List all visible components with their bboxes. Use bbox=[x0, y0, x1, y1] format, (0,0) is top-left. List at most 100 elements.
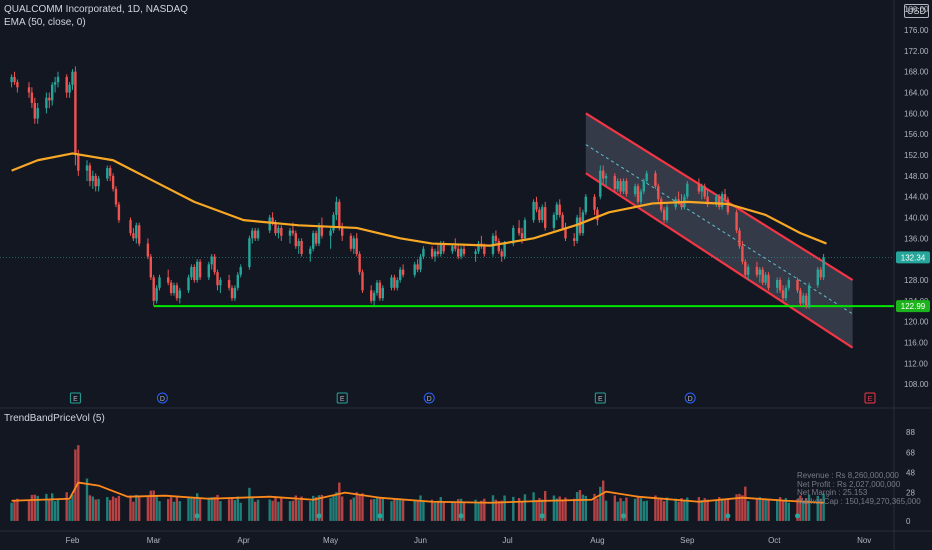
channel-mid-line bbox=[585, 144, 853, 315]
currency-badge[interactable]: USD bbox=[904, 4, 930, 18]
volume-bar bbox=[396, 498, 399, 521]
candle-body bbox=[462, 248, 466, 254]
indicator-legend[interactable]: TrendBandPriceVol (5) bbox=[4, 413, 105, 424]
candle-body bbox=[744, 261, 747, 275]
candle bbox=[288, 227, 292, 244]
volume-bar bbox=[300, 496, 303, 521]
candle bbox=[329, 227, 332, 249]
time-tick-label: May bbox=[323, 536, 338, 545]
candle bbox=[36, 102, 39, 124]
volume-tick-label: 48 bbox=[906, 468, 915, 477]
price-tick-label: 172.00 bbox=[904, 47, 929, 56]
candle-body bbox=[172, 285, 176, 294]
candle bbox=[796, 277, 799, 294]
candle-body bbox=[715, 196, 718, 205]
volume-bar bbox=[27, 500, 31, 521]
candle-body bbox=[654, 173, 657, 187]
candle-body bbox=[10, 76, 13, 83]
candle-body bbox=[584, 196, 587, 213]
ema-legend[interactable]: EMA (50, close, 0) bbox=[4, 17, 86, 28]
volume-bar bbox=[720, 498, 724, 521]
earnings-marker bbox=[864, 392, 876, 404]
candle-body bbox=[13, 76, 16, 83]
volume-bar bbox=[575, 492, 579, 521]
volume-bar bbox=[297, 500, 300, 521]
candle-body bbox=[575, 217, 579, 241]
support-price-label-bg bbox=[896, 300, 930, 313]
volume-bar bbox=[602, 480, 605, 521]
volume-bar bbox=[74, 449, 77, 521]
volume-bar bbox=[822, 493, 825, 521]
volume-bar bbox=[500, 500, 503, 521]
candle-body bbox=[599, 170, 602, 197]
volume-bar bbox=[483, 498, 486, 521]
event-marker: D bbox=[156, 392, 168, 404]
candle-body bbox=[422, 248, 425, 257]
fundamentals-panel: Revenue : Rs 8,260,000,000 Net Profit : … bbox=[797, 471, 921, 506]
candle-body bbox=[399, 269, 402, 281]
candle bbox=[27, 82, 31, 98]
volume-bar bbox=[738, 493, 741, 521]
candle bbox=[761, 266, 764, 286]
time-tick-label: Oct bbox=[768, 536, 781, 545]
candle-body bbox=[639, 191, 643, 202]
volume-bar bbox=[335, 492, 338, 521]
candle bbox=[210, 253, 213, 270]
candle bbox=[45, 92, 48, 114]
volume-bar bbox=[462, 501, 466, 521]
candle bbox=[172, 282, 176, 296]
candle bbox=[413, 261, 416, 278]
candle-body bbox=[633, 186, 637, 195]
candle-body bbox=[593, 196, 596, 210]
volume-bar bbox=[665, 497, 669, 521]
volume-tick-label: 88 bbox=[906, 428, 915, 437]
candle bbox=[805, 293, 808, 309]
candle bbox=[787, 277, 790, 291]
candle bbox=[196, 259, 199, 283]
time-tick-label: Jun bbox=[414, 536, 427, 545]
volume-bar bbox=[796, 499, 799, 521]
candle bbox=[219, 277, 222, 294]
candle-body bbox=[596, 209, 599, 221]
candle bbox=[720, 191, 724, 210]
price-tick-label: 176.00 bbox=[904, 26, 929, 35]
volume-bar bbox=[480, 500, 483, 521]
volume-bar bbox=[213, 496, 216, 521]
candle-body bbox=[738, 230, 741, 247]
candle bbox=[657, 183, 660, 202]
candle bbox=[642, 178, 645, 195]
candle-body bbox=[167, 277, 170, 283]
candle-body bbox=[219, 280, 222, 286]
volume-bar bbox=[36, 495, 39, 521]
candle bbox=[401, 264, 405, 278]
volume-bar bbox=[56, 499, 60, 521]
volume-bar bbox=[413, 501, 416, 521]
candle-body bbox=[680, 201, 683, 208]
candle bbox=[193, 264, 196, 283]
volume-bar bbox=[723, 499, 727, 521]
candle bbox=[358, 251, 361, 275]
volume-tick-label: 68 bbox=[906, 448, 915, 457]
volume-bar bbox=[700, 500, 703, 521]
price-tick-label: 164.00 bbox=[904, 89, 929, 98]
candle-body bbox=[523, 220, 527, 239]
candle bbox=[361, 269, 364, 294]
volume-bar bbox=[442, 501, 445, 521]
candle-body bbox=[735, 212, 738, 231]
volume-bar bbox=[477, 502, 480, 521]
candle-body bbox=[442, 243, 445, 252]
candle bbox=[697, 178, 701, 195]
price-tick-label: 120.00 bbox=[904, 318, 929, 327]
candle-body bbox=[213, 256, 216, 273]
volume-bar bbox=[381, 498, 384, 521]
volume-bar bbox=[718, 497, 721, 521]
candle-body bbox=[349, 235, 353, 249]
volume-bar bbox=[288, 501, 292, 521]
symbol-legend[interactable]: QUALCOMM Incorporated, 1D, NASDAQ bbox=[4, 4, 188, 15]
candle bbox=[10, 74, 13, 88]
volume-bar bbox=[619, 498, 622, 521]
volume-bar bbox=[596, 498, 599, 521]
volume-bar bbox=[457, 499, 460, 521]
candle bbox=[784, 285, 788, 301]
